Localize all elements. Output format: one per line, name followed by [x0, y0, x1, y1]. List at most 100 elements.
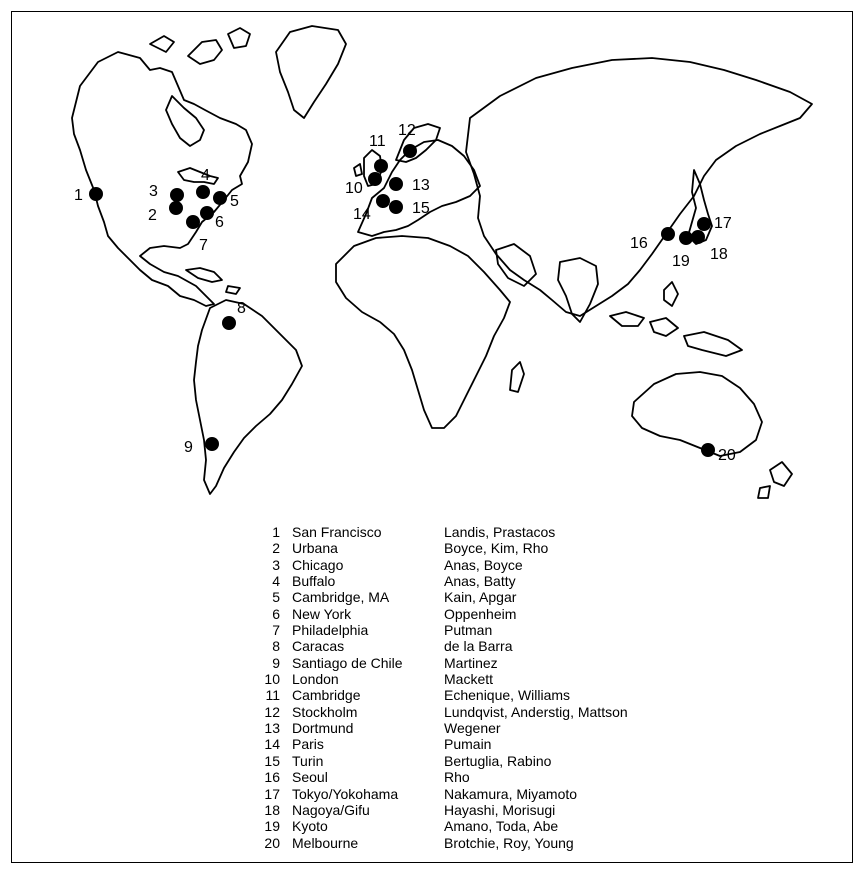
legend-row: 20 Melbourne Brotchie, Roy, Young — [252, 835, 672, 851]
legend-researchers: Wegener — [444, 720, 501, 737]
legend-city: Caracas — [292, 638, 345, 655]
city-marker-18 — [691, 230, 705, 244]
legend-row: 1 San Francisco Landis, Prastacos — [252, 524, 672, 540]
africa-outline — [335, 235, 511, 429]
legend-row: 8 Caracas de la Barra — [252, 638, 672, 654]
legend-researchers: Bertuglia, Rabino — [444, 752, 552, 769]
city-marker-13 — [389, 177, 403, 191]
city-marker-label-16: 16 — [630, 235, 648, 252]
legend-row: 6 New York Oppenheim — [252, 606, 672, 622]
legend-row: 17 Tokyo/Yokohama Nakamura, Miyamoto — [252, 786, 672, 802]
legend-row: 7 Philadelphia Putman — [252, 622, 672, 638]
city-marker-label-12: 12 — [398, 122, 416, 139]
legend-city: London — [292, 671, 339, 688]
legend-city: Nagoya/Gifu — [292, 801, 370, 818]
city-marker-label-8: 8 — [237, 300, 246, 317]
legend-city: Santiago de Chile — [292, 654, 403, 671]
city-marker-1 — [89, 187, 103, 201]
legend-row: 4 Buffalo Anas, Batty — [252, 573, 672, 589]
world-map: 1 2 3 4 5 6 7 8 9 10 11 12 13 14 15 16 17 18 19 20 — [71, 25, 813, 499]
legend-number: 12 — [264, 703, 280, 720]
legend-city: Cambridge — [292, 687, 361, 704]
legend-row: 9 Santiago de Chile Martinez — [252, 655, 672, 671]
city-marker-label-19: 19 — [672, 253, 690, 270]
legend-number: 13 — [264, 720, 280, 737]
south-america-outline — [193, 299, 303, 495]
asia-outline — [465, 57, 813, 317]
legend-number: 3 — [272, 556, 280, 573]
legend-row: 10 London Mackett — [252, 671, 672, 687]
legend-city: Turin — [292, 752, 324, 769]
landmasses — [71, 25, 813, 499]
legend-number: 2 — [272, 540, 280, 557]
legend-researchers: Hayashi, Morisugi — [444, 801, 556, 818]
legend-number: 4 — [272, 573, 280, 590]
legend-researchers: Kain, Apgar — [444, 589, 517, 606]
legend-row: 18 Nagoya/Gifu Hayashi, Morisugi — [252, 802, 672, 818]
legend-researchers: Oppenheim — [444, 605, 517, 622]
legend-row: 3 Chicago Anas, Boyce — [252, 557, 672, 573]
city-marker-label-17: 17 — [714, 215, 732, 232]
legend-number: 7 — [272, 622, 280, 639]
city-marker-label-20: 20 — [718, 447, 736, 464]
legend-city: Melbourne — [292, 834, 359, 851]
legend-row: 2 Urbana Boyce, Kim, Rho — [252, 540, 672, 556]
scandinavia-outline — [395, 123, 441, 163]
figure-frame — [11, 11, 853, 863]
north-america-outline — [71, 51, 253, 307]
great-lakes-outline — [177, 167, 219, 185]
legend-number: 15 — [264, 752, 280, 769]
city-marker-11 — [374, 159, 388, 173]
legend-city: Seoul — [292, 769, 328, 786]
legend-city: Kyoto — [292, 818, 328, 835]
greenland-outline — [275, 25, 347, 119]
caribbean-outline — [185, 267, 241, 295]
city-marker-3 — [170, 188, 184, 202]
legend-researchers: Putman — [444, 622, 493, 639]
legend-number: 19 — [264, 818, 280, 835]
legend-researchers: Pumain — [444, 736, 492, 753]
legend-city: New York — [292, 605, 352, 622]
legend-researchers: Mackett — [444, 671, 494, 688]
city-marker-label-4: 4 — [201, 167, 210, 184]
legend-number: 9 — [272, 654, 280, 671]
city-marker-label-7: 7 — [199, 237, 208, 254]
legend-researchers: Echenique, Williams — [444, 687, 571, 704]
legend-table: 1 San Francisco Landis, Prastacos 2 Urbana Bo… — [252, 524, 672, 851]
legend-researchers: Nakamura, Miyamoto — [444, 785, 578, 802]
europe-outline — [357, 139, 481, 237]
australia-outline — [631, 371, 763, 457]
city-marker-4 — [196, 185, 210, 199]
legend-researchers: Brotchie, Roy, Young — [444, 834, 574, 851]
legend-city: Chicago — [292, 556, 344, 573]
city-marker-19 — [679, 231, 693, 245]
legend-city: Paris — [292, 736, 324, 753]
legend-city: San Francisco — [292, 524, 382, 540]
city-marker-label-13: 13 — [412, 177, 430, 194]
city-marker-8 — [222, 316, 236, 330]
legend-researchers: Boyce, Kim, Rho — [444, 540, 549, 557]
legend-number: 14 — [264, 736, 280, 753]
arctic-islands-outline — [149, 27, 251, 65]
city-marker-7 — [186, 215, 200, 229]
city-marker-label-3: 3 — [149, 183, 158, 200]
city-marker-20 — [701, 443, 715, 457]
legend-researchers: Rho — [444, 769, 470, 786]
legend-number: 17 — [264, 785, 280, 802]
legend-number: 11 — [265, 687, 280, 704]
legend-number: 10 — [264, 671, 280, 688]
southeast-asia-islands-outline — [609, 281, 743, 357]
city-marker-label-18: 18 — [710, 246, 728, 263]
legend-row: 15 Turin Bertuglia, Rabino — [252, 753, 672, 769]
legend-row: 14 Paris Pumain — [252, 736, 672, 752]
city-marker-14 — [376, 194, 390, 208]
legend-row: 16 Seoul Rho — [252, 769, 672, 785]
legend-city: Dortmund — [292, 720, 354, 737]
legend-researchers: Lundqvist, Anderstig, Mattson — [444, 703, 628, 720]
city-marker-6 — [200, 206, 214, 220]
legend-researchers: Amano, Toda, Abe — [444, 818, 559, 835]
city-marker-label-5: 5 — [230, 193, 239, 210]
legend-researchers: Martinez — [444, 654, 498, 671]
